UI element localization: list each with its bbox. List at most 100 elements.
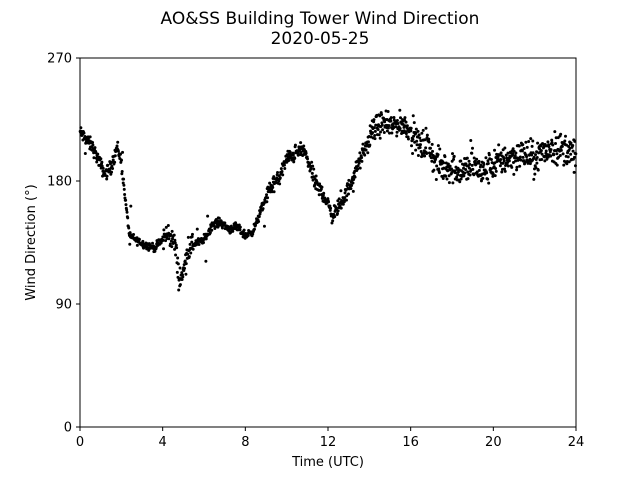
data-point [128,242,132,246]
data-point [164,239,168,243]
data-point [539,144,543,148]
data-point [399,116,403,120]
x-axis-ticks: 0 4 8 12 16 20 24 [76,427,584,450]
data-point [389,119,393,123]
data-point [118,152,122,156]
data-point [398,108,402,112]
data-point [425,133,429,137]
data-point [534,153,538,157]
data-point [124,203,128,207]
data-point [339,189,343,193]
data-point [356,164,360,168]
data-point [351,181,355,185]
data-point [358,151,362,155]
data-point [434,178,438,182]
data-point [204,259,208,263]
data-point [204,237,208,241]
data-point [558,153,562,157]
data-point [546,155,550,159]
data-point [371,131,375,135]
data-point [265,200,269,204]
data-point [497,143,501,147]
data-point [528,162,532,166]
chart-title: AO&SS Building Tower Wind Direction [161,9,480,29]
data-point [569,152,573,156]
x-tick-label: 16 [402,435,419,450]
data-point [418,146,422,150]
data-point [498,164,502,168]
data-point [440,174,444,178]
data-point [539,149,543,153]
data-point [341,202,345,206]
data-point [276,171,280,174]
data-point [470,146,474,150]
data-point [272,190,276,194]
data-point [549,154,553,158]
data-point [546,140,550,144]
data-point [486,177,490,181]
data-point [291,153,295,157]
data-point [257,215,261,219]
data-point [113,160,117,164]
data-point [468,173,472,177]
data-point [530,144,534,148]
data-point [116,140,120,144]
data-point [525,145,529,149]
data-point [262,224,266,228]
data-point [298,148,302,152]
data-point [494,166,498,170]
data-point [485,171,489,175]
data-point [173,247,177,251]
data-point [330,221,334,225]
data-point [173,241,177,245]
data-point [288,150,292,154]
data-point [178,266,182,270]
data-point [454,171,458,175]
data-point [427,140,431,144]
data-point [423,138,427,142]
data-point [125,210,129,214]
data-point [261,207,265,211]
data-point [190,235,194,239]
data-point [175,246,179,250]
data-point [151,241,155,245]
data-point [363,153,367,157]
data-point [514,151,518,155]
data-point [188,242,192,246]
data-point [489,158,493,161]
data-point [101,166,105,170]
data-point [481,165,485,169]
data-point [506,151,510,155]
data-point [331,219,335,223]
data-point [464,168,468,172]
data-point [523,160,527,164]
data-point [238,228,242,232]
data-point [293,143,297,147]
x-tick-label: 8 [241,435,249,450]
data-point [524,140,528,144]
data-point [120,172,124,176]
data-point [379,130,383,134]
data-point [447,174,451,178]
data-point [390,131,394,135]
data-point [212,224,216,228]
data-point [184,262,188,266]
data-point [418,136,422,140]
data-point [533,172,537,176]
data-point [357,161,361,165]
data-point [446,162,450,166]
data-point [547,145,551,149]
data-point [411,114,415,118]
data-point [180,278,184,282]
data-point [190,240,194,244]
data-point [424,146,428,150]
data-point [403,116,407,120]
data-point [336,209,340,213]
data-point [496,156,500,160]
data-point [493,148,497,152]
data-point [137,237,141,241]
y-tick-label: 90 [55,298,72,313]
data-point [447,181,451,185]
data-point [415,143,419,147]
data-point [377,133,381,137]
